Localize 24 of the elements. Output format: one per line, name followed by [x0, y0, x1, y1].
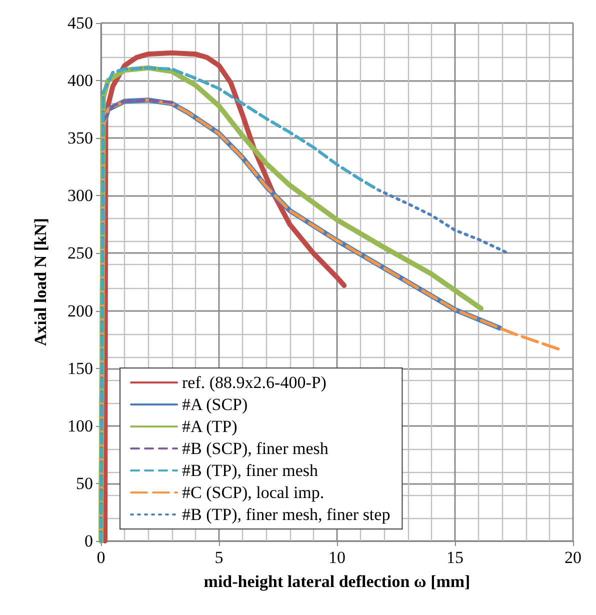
legend-label: #C (SCP), local imp. — [182, 483, 324, 502]
y-axis-title: Axial load N [kN] — [31, 218, 50, 346]
y-tick-label: 300 — [68, 186, 93, 206]
y-tick-label: 400 — [68, 71, 93, 90]
legend-label: #B (TP), finer mesh, finer step — [182, 505, 390, 524]
legend-label: #A (TP) — [182, 417, 238, 436]
y-tick-label: 450 — [68, 14, 93, 32]
x-tick-label: 15 — [446, 548, 464, 567]
y-tick-label: 200 — [68, 301, 93, 320]
legend-label: #B (TP), finer mesh — [182, 461, 318, 480]
y-tick-label: 350 — [68, 128, 93, 148]
legend-label: ref. (88.9x2.6-400-P) — [182, 373, 326, 392]
x-tick-label: 0 — [96, 548, 106, 567]
y-tick-label: 250 — [68, 244, 93, 263]
x-tick-label: 10 — [328, 548, 346, 567]
x-axis-title: mid-height lateral deflection ω [mm] — [204, 572, 470, 591]
y-tick-label: 100 — [68, 416, 93, 436]
x-tick-label: 5 — [214, 548, 224, 567]
x-tick-label: 20 — [564, 548, 582, 567]
legend-label: #B (SCP), finer mesh — [182, 439, 329, 458]
legend-label: #A (SCP) — [182, 395, 248, 414]
y-tick-label: 150 — [68, 358, 93, 378]
y-tick-label: 0 — [84, 532, 93, 550]
y-tick-label: 50 — [76, 474, 93, 493]
